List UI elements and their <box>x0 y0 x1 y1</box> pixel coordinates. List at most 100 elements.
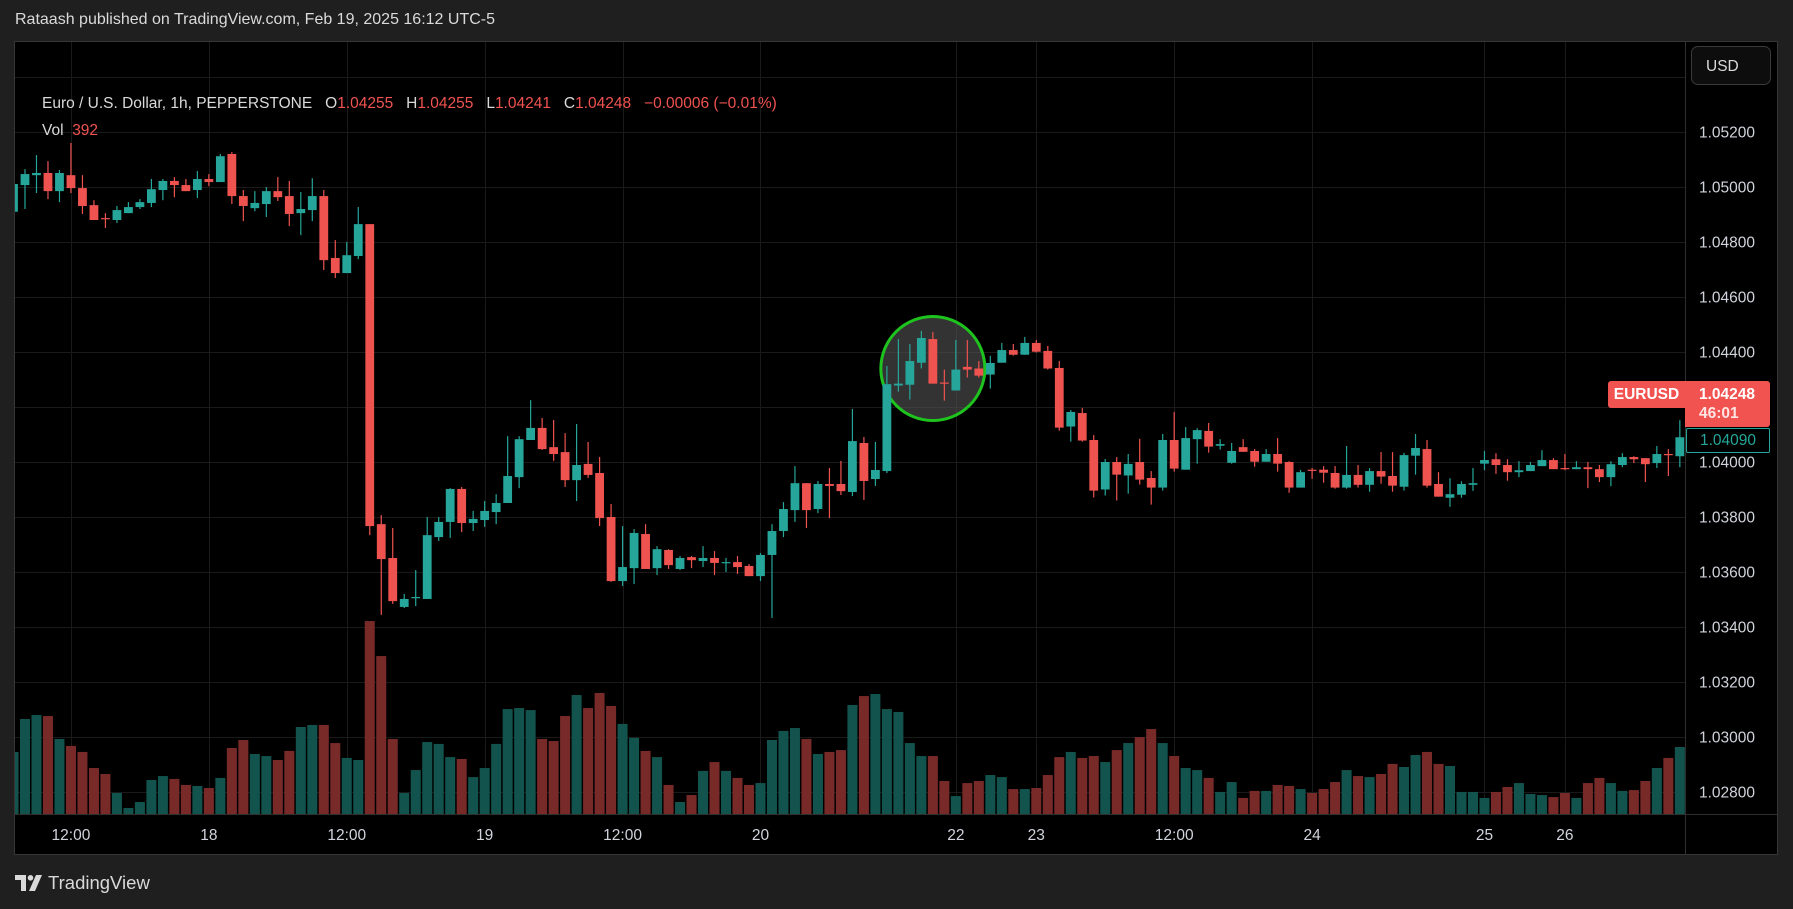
candle-down[interactable] <box>1663 454 1673 456</box>
candle-up[interactable] <box>491 502 501 513</box>
candle-up[interactable] <box>112 210 122 220</box>
candle-up[interactable] <box>790 483 800 511</box>
candle-down[interactable] <box>1388 476 1397 486</box>
candle-up[interactable] <box>698 557 708 561</box>
candle-down[interactable] <box>664 550 673 566</box>
chart-canvas[interactable]: 1.05200 1.05000 1.04800 1.04600 1.04400 1.042… <box>15 42 1777 854</box>
candle-up[interactable] <box>158 180 168 191</box>
candle-up[interactable] <box>1445 494 1455 498</box>
volume-label[interactable]: Vol <box>42 122 64 139</box>
candle-up[interactable] <box>871 469 880 480</box>
candle-down[interactable] <box>1112 462 1122 475</box>
candle-up[interactable] <box>997 350 1007 363</box>
candle-down[interactable] <box>641 534 650 569</box>
candle-down[interactable] <box>687 557 696 561</box>
candle-up[interactable] <box>32 172 41 176</box>
candle-up[interactable] <box>526 427 536 440</box>
candle-down[interactable] <box>733 562 742 568</box>
candle-down[interactable] <box>710 557 719 563</box>
candle-up[interactable] <box>445 488 455 522</box>
candle-up[interactable] <box>652 549 662 569</box>
candle-up[interactable] <box>1227 451 1237 463</box>
candle-up[interactable] <box>480 510 490 521</box>
candle-up[interactable] <box>893 383 903 386</box>
candle-up[interactable] <box>1617 457 1627 466</box>
candle-up[interactable] <box>951 369 961 391</box>
candle-down[interactable] <box>825 484 834 486</box>
candle-up[interactable] <box>756 554 765 577</box>
candle-up[interactable] <box>1261 454 1271 462</box>
candle-up[interactable] <box>1652 454 1662 464</box>
candle-down[interactable] <box>583 463 593 475</box>
candle-up[interactable] <box>422 535 432 599</box>
candle-down[interactable] <box>744 565 754 577</box>
candle-up[interactable] <box>1537 460 1547 467</box>
tradingview-logo[interactable]: TradingView <box>15 872 150 893</box>
candle-down[interactable] <box>227 154 237 197</box>
candle-up[interactable] <box>1296 472 1306 488</box>
candle-up[interactable] <box>434 521 444 538</box>
candle-down[interactable] <box>204 179 214 183</box>
candle-up[interactable] <box>503 476 513 503</box>
candle-up[interactable] <box>848 441 857 492</box>
candle-up[interactable] <box>1020 342 1030 355</box>
candle-up[interactable] <box>1365 471 1374 485</box>
candle-up[interactable] <box>353 224 363 257</box>
candle-up[interactable] <box>411 597 421 599</box>
candle-down[interactable] <box>319 196 329 261</box>
candle-down[interactable] <box>836 484 846 492</box>
candle-up[interactable] <box>985 363 995 375</box>
candle-down[interactable] <box>284 196 294 214</box>
candle-up[interactable] <box>1457 484 1466 495</box>
candle-up[interactable] <box>342 255 352 274</box>
currency-button[interactable]: USD <box>1691 46 1771 85</box>
candle-down[interactable] <box>169 180 179 186</box>
candle-up[interactable] <box>1158 440 1168 488</box>
candle-up[interactable] <box>1411 447 1420 456</box>
candle-up[interactable] <box>124 207 133 214</box>
candle-down[interactable] <box>78 188 87 206</box>
candle-down[interactable] <box>1640 458 1650 465</box>
candle-up[interactable] <box>147 189 156 203</box>
candle-up[interactable] <box>1526 465 1535 472</box>
candle-down[interactable] <box>560 452 570 481</box>
candle-down[interactable] <box>1043 350 1053 369</box>
candle-down[interactable] <box>974 368 984 376</box>
candle-down[interactable] <box>1146 477 1156 488</box>
candle-down[interactable] <box>181 185 191 192</box>
chart-frame[interactable]: 1.05200 1.05000 1.04800 1.04600 1.04400 1.042… <box>14 41 1778 855</box>
candle-up[interactable] <box>1100 462 1110 490</box>
candle-up[interactable] <box>399 598 409 607</box>
candle-down[interactable] <box>962 366 972 370</box>
candle-down[interactable] <box>1008 350 1018 355</box>
candle-down[interactable] <box>928 339 938 384</box>
symbol-description[interactable]: Euro / U.S. Dollar, 1h, PEPPERSTONE <box>42 95 313 112</box>
candle-down[interactable] <box>43 172 53 192</box>
candle-down[interactable] <box>1629 457 1639 460</box>
candle-up[interactable] <box>779 509 788 532</box>
candle-up[interactable] <box>905 361 915 385</box>
candle-down[interactable] <box>859 443 869 481</box>
candle-up[interactable] <box>1675 437 1685 457</box>
candle-down[interactable] <box>1422 449 1432 486</box>
candle-up[interactable] <box>15 183 18 212</box>
candle-up[interactable] <box>882 384 892 472</box>
candle-up[interactable] <box>1215 444 1225 446</box>
candle-down[interactable] <box>1319 469 1328 473</box>
candle-down[interactable] <box>1204 430 1214 447</box>
candle-up[interactable] <box>1066 411 1076 427</box>
candle-up[interactable] <box>1514 470 1524 473</box>
candle-up[interactable] <box>514 439 524 478</box>
candle-down[interactable] <box>376 524 386 560</box>
candle-up[interactable] <box>468 518 478 524</box>
candle-down[interactable] <box>1238 447 1248 452</box>
candle-up[interactable] <box>1123 463 1133 476</box>
candle-down[interactable] <box>1284 462 1294 488</box>
candle-up[interactable] <box>1480 460 1489 464</box>
candle-down[interactable] <box>1169 440 1179 469</box>
candle-down[interactable] <box>388 557 398 602</box>
candle-down[interactable] <box>1583 467 1593 470</box>
candle-up[interactable] <box>307 196 317 211</box>
candle-down[interactable] <box>365 224 375 527</box>
candle-down[interactable] <box>1089 440 1099 491</box>
